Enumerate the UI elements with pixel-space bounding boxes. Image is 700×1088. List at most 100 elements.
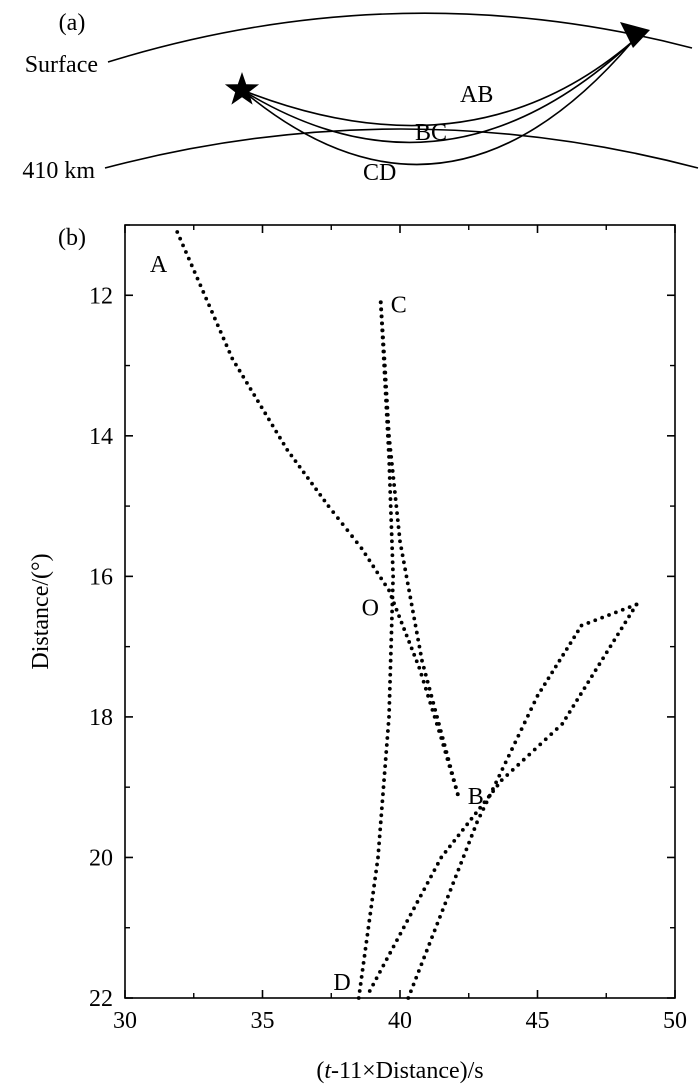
travel-time-point-cd	[381, 792, 385, 797]
ray-ab	[241, 41, 633, 127]
travel-time-point-cd	[384, 398, 388, 403]
travel-time-point-cd	[364, 939, 369, 944]
travel-time-point-ab	[224, 343, 229, 348]
travel-time-point-bc	[433, 707, 438, 712]
travel-time-point-d-tail-1	[465, 822, 470, 827]
travel-time-point-bc	[393, 497, 398, 501]
travel-time-point-ab	[318, 492, 323, 497]
travel-time-point-bc	[429, 693, 434, 698]
travel-time-point-d-tail-1	[571, 704, 576, 708]
travel-time-point-cd	[379, 813, 384, 818]
travel-time-point-d-tail-1	[521, 757, 526, 762]
travel-time-point-cd	[362, 953, 367, 958]
travel-time-point-cd	[381, 342, 385, 347]
travel-time-point-d-tail-2	[487, 793, 492, 798]
travel-time-point-cd	[391, 581, 395, 586]
travel-time-point-d-tail-1	[435, 861, 440, 866]
travel-time-point-cd	[387, 686, 392, 691]
travel-time-point-ab	[241, 374, 246, 379]
travel-time-point-d-tail-2	[416, 969, 421, 973]
travel-time-point-d-tail-1	[630, 608, 635, 613]
travel-time-point-bc	[440, 736, 445, 740]
travel-time-point-d-tail-1	[554, 727, 559, 731]
travel-time-point-d-tail-2	[553, 664, 558, 669]
travel-time-point-cd	[384, 750, 389, 754]
travel-time-point-d-tail-2	[568, 641, 573, 646]
panel-b: (b) 30 35 40 45 50 12 14 16 18 20 22 A C O B D (t-11×D…	[28, 224, 687, 1084]
travel-time-point-cd	[376, 848, 381, 853]
travel-time-point-d-tail-2	[475, 820, 479, 825]
travel-time-point-ab	[314, 487, 319, 492]
travel-time-point-ab	[350, 534, 354, 539]
y-tick-label: 12	[89, 283, 113, 309]
x-tick-label: 50	[663, 1008, 687, 1034]
travel-time-point-d-tail-2	[516, 733, 521, 738]
travel-time-point-cd	[387, 700, 392, 705]
point-label-a: A	[150, 252, 168, 278]
travel-time-point-d-tail-1	[619, 626, 624, 631]
travel-time-point-d-tail-1	[367, 989, 372, 993]
travel-time-point-cd	[379, 806, 384, 811]
travel-time-point-bc	[408, 595, 413, 600]
travel-time-point-ab	[207, 303, 211, 308]
travel-time-point-cd	[381, 785, 386, 790]
travel-time-point-cd	[388, 679, 392, 684]
travel-time-point-ab	[336, 516, 340, 521]
travel-time-point-d-tail-1	[608, 644, 613, 649]
x-tick-label: 30	[113, 1008, 137, 1034]
travel-time-point-cd	[358, 982, 363, 986]
travel-time-point-cd	[389, 637, 394, 642]
travel-time-point-ab	[419, 672, 424, 677]
travel-time-point-cd	[378, 827, 383, 832]
travel-time-point-d-tail-1	[478, 805, 483, 810]
travel-time-point-d-tail-2	[435, 921, 440, 926]
travel-time-point-ab	[340, 522, 345, 527]
travel-time-point-d-tail-1	[604, 650, 609, 655]
travel-time-point-cd	[390, 609, 394, 614]
inverted-triangle-icon	[620, 22, 650, 48]
travel-time-point-d-tail-1	[398, 931, 403, 936]
travel-time-point-ab	[178, 236, 183, 241]
travel-time-point-d-tail-2	[500, 767, 505, 771]
travel-time-point-d-tail-2	[510, 747, 514, 751]
travel-time-point-ab	[399, 620, 404, 625]
travel-time-point-d-tail-1	[578, 692, 583, 696]
travel-time-point-bc	[418, 651, 423, 656]
travel-time-point-d-tail-1	[415, 900, 420, 904]
travel-time-point-ab	[379, 576, 384, 581]
travel-time-point-d-tail-1	[575, 698, 579, 702]
travel-time-point-ab	[293, 459, 298, 464]
travel-time-point-cd	[388, 651, 393, 656]
point-label-c: C	[391, 292, 407, 318]
travel-time-point-cd	[386, 729, 390, 733]
travel-time-point-cd	[387, 476, 392, 480]
panel-a: (a) Surface 410 km AB BC CD	[22, 10, 699, 186]
plot-frame	[124, 224, 676, 999]
travel-time-point-ab	[397, 614, 401, 619]
travel-time-point-d-tail-2	[575, 629, 580, 634]
travel-time-point-cd	[386, 447, 391, 452]
travel-time-point-ab	[227, 349, 232, 354]
travel-time-point-d-tail-2	[522, 720, 527, 725]
travel-time-point-ab	[201, 290, 206, 294]
travel-time-point-ab	[407, 640, 412, 644]
travel-time-point-d-tail-1	[388, 950, 393, 955]
travel-time-point-cd	[381, 349, 386, 354]
travel-time-point-d-tail-1	[567, 710, 572, 714]
travel-time-point-cd	[382, 771, 387, 776]
travel-time-point-bc	[397, 532, 402, 537]
travel-time-point-ab	[204, 296, 209, 301]
travel-time-point-cd	[389, 630, 394, 635]
travel-time-point-ab	[371, 564, 376, 569]
travel-time-point-cd	[374, 869, 378, 874]
point-label-b: B	[468, 784, 484, 810]
travel-time-point-ab	[421, 679, 426, 684]
travel-time-point-cd	[379, 314, 384, 319]
travel-time-point-ab	[394, 607, 399, 612]
travel-time-point-d-tail-1	[473, 811, 478, 816]
travel-time-point-d-tail-1	[395, 938, 399, 943]
travel-time-point-ab	[301, 470, 306, 475]
travel-time-point-ab	[409, 646, 414, 651]
travel-time-point-ab	[221, 336, 226, 341]
